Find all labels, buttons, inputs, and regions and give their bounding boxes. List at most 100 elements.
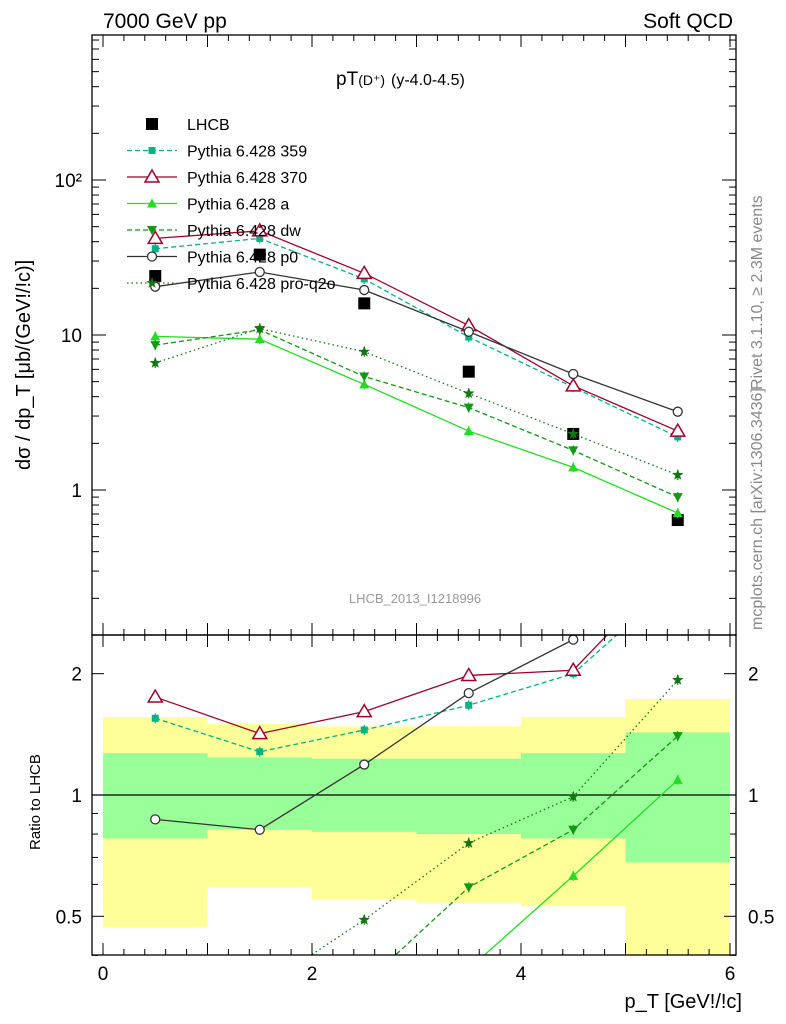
x-tick-label: 4 xyxy=(516,964,527,985)
legend-marker xyxy=(147,198,157,208)
ratio-point-pythia-6-428-a xyxy=(568,870,579,880)
legend-entry-lhcb: LHCB xyxy=(146,117,230,134)
legend-label: Pythia 6.428 a xyxy=(187,197,289,214)
ratio-point-pythia-6-428-370 xyxy=(355,703,373,718)
data-point-pythia-6-428-370 xyxy=(355,264,373,280)
ratio-point-pythia-6-428-dw xyxy=(672,732,683,742)
data-point-pythia-6-428-dw xyxy=(359,372,370,382)
ratio-point-pythia-6-428-dw xyxy=(359,980,369,989)
data-point-lhcb xyxy=(253,248,266,261)
series-line-pythia-6-428-a xyxy=(155,335,679,514)
legend-marker xyxy=(146,251,158,262)
data-point-pythia-6-428-dw xyxy=(568,446,579,456)
legend-marker xyxy=(147,226,157,235)
ratio-point-pythia-6-428-pro-q2o xyxy=(567,790,579,802)
data-point-pythia-6-428-pro-q2o xyxy=(463,387,475,399)
legend-label: Pythia 6.428 pro-q2o xyxy=(187,276,336,293)
legend-entry-pythia-6-428-dw: Pythia 6.428 dw xyxy=(127,223,301,240)
series-pythia-6-428-dw xyxy=(150,324,683,503)
legend-label: Pythia 6.428 dw xyxy=(187,223,301,240)
y-tick-label: 10 xyxy=(61,326,82,347)
series-line-pythia-6-428-359 xyxy=(155,237,679,438)
series-pythia-6-428-370 xyxy=(146,222,687,437)
series-pythia-6-428-pro-q2o xyxy=(149,322,684,480)
green-band xyxy=(103,753,208,839)
legend-marker xyxy=(146,277,158,288)
data-point-pythia-6-428-dw xyxy=(672,493,683,503)
legend-marker xyxy=(148,147,156,154)
x-tick-label: 2 xyxy=(307,964,318,985)
header-right: Soft QCD xyxy=(643,10,733,33)
data-point-pythia-6-428-pro-q2o xyxy=(254,322,266,334)
ratio-point-pythia-6-428-pro-q2o xyxy=(150,1012,162,1023)
ratio-y-tick-label: 1 xyxy=(71,786,82,807)
series-line-pythia-6-428-dw xyxy=(155,329,679,498)
ratio-line-pythia-6-428-359 xyxy=(155,635,618,753)
ratio-point-pythia-6-428-dw xyxy=(255,990,265,999)
ratio-point-pythia-6-428-359 xyxy=(151,714,159,722)
title-particle: (D⁺) xyxy=(358,72,385,88)
ratio-y-tick-label-right: 1 xyxy=(748,786,759,807)
legend-marker xyxy=(146,118,158,130)
data-point-pythia-6-428-a xyxy=(359,379,370,389)
ratio-line-pythia-6-428-p0 xyxy=(155,635,578,831)
ratio-point-pythia-6-428-pro-q2o xyxy=(672,673,684,685)
ratio-point-pythia-6-428-370 xyxy=(251,725,269,740)
ratio-uncertainty-bands xyxy=(103,699,730,955)
plot-title: pT(D⁺) (y-4.0-4.5) xyxy=(336,69,465,90)
data-point-pythia-6-428-p0 xyxy=(568,368,579,380)
ratio-point-pythia-6-428-pro-q2o xyxy=(358,913,370,925)
data-point-pythia-6-428-p0 xyxy=(359,284,370,296)
ratio-point-pythia-6-428-p0 xyxy=(150,814,161,825)
data-point-pythia-6-428-p0 xyxy=(672,406,683,417)
data-point-lhcb xyxy=(358,297,371,310)
ratio-line-pythia-6-428-dw xyxy=(394,735,679,955)
data-point-pythia-6-428-370 xyxy=(669,422,687,437)
ratio-point-pythia-6-428-p0 xyxy=(568,635,579,645)
data-point-pythia-6-428-359 xyxy=(256,234,264,242)
ratio-point-pythia-6-428-370 xyxy=(671,554,685,566)
mcplots-label: mcplots.cern.ch [arXiv:1306.3436] xyxy=(749,388,766,630)
y-axis-label-ratio: Ratio to LHCB xyxy=(27,754,44,850)
ratio-series-pythia-6-428-370 xyxy=(146,554,685,740)
ratio-point-pythia-6-428-359 xyxy=(674,577,681,584)
series-line-pythia-6-428-p0 xyxy=(155,271,678,413)
ratio-series-pythia-6-428-dw xyxy=(255,731,683,999)
green-band xyxy=(416,758,521,835)
data-point-pythia-6-428-a xyxy=(150,331,161,341)
data-point-pythia-6-428-a xyxy=(672,508,683,518)
ratio-series-pythia-6-428-a xyxy=(150,774,683,1022)
ratio-y-tick-label: 0.5 xyxy=(56,907,82,928)
ratio-point-pythia-6-428-a xyxy=(672,774,683,784)
data-point-pythia-6-428-370 xyxy=(146,229,164,245)
legend-label: LHCB xyxy=(187,117,230,134)
x-axis-label: p_T [GeV!/!c] xyxy=(625,991,742,1013)
data-point-pythia-6-428-a xyxy=(254,334,265,344)
legend-label: Pythia 6.428 p0 xyxy=(187,250,298,267)
series-line-pythia-6-428-370 xyxy=(155,230,679,432)
data-point-pythia-6-428-370 xyxy=(251,222,269,237)
ratio-y-tick-label-right: 2 xyxy=(748,665,759,686)
ratio-point-pythia-6-428-a xyxy=(150,969,160,978)
legend-label: Pythia 6.428 370 xyxy=(187,170,307,187)
data-point-pythia-6-428-359 xyxy=(674,433,682,441)
legend: LHCB Pythia 6.428 359 Pythia 6.428 370 Pyth… xyxy=(127,117,336,293)
data-point-pythia-6-428-359 xyxy=(151,245,159,253)
ratio-point-pythia-6-428-370 xyxy=(146,688,164,703)
data-point-pythia-6-428-pro-q2o xyxy=(358,345,370,357)
data-point-pythia-6-428-dw xyxy=(150,341,161,351)
legend-label: Pythia 6.428 359 xyxy=(187,144,307,161)
ratio-point-pythia-6-428-359 xyxy=(256,748,264,756)
ratio-y-tick-label-right: 0.5 xyxy=(748,907,774,928)
title-main: pT xyxy=(336,69,359,90)
ratio-point-pythia-6-428-370 xyxy=(460,666,478,682)
data-point-pythia-6-428-dw xyxy=(463,403,474,413)
legend-entry-pythia-6-428-370: Pythia 6.428 370 xyxy=(127,168,307,187)
data-point-pythia-6-428-p0 xyxy=(463,326,474,337)
ratio-point-pythia-6-428-a xyxy=(255,1013,265,1022)
y-tick-label: 10² xyxy=(55,171,82,192)
y-axis-label-top: dσ / dp_T [μb/(GeV!/!c)] xyxy=(13,260,35,470)
green-band xyxy=(625,732,730,863)
data-point-pythia-6-428-370 xyxy=(564,377,582,392)
